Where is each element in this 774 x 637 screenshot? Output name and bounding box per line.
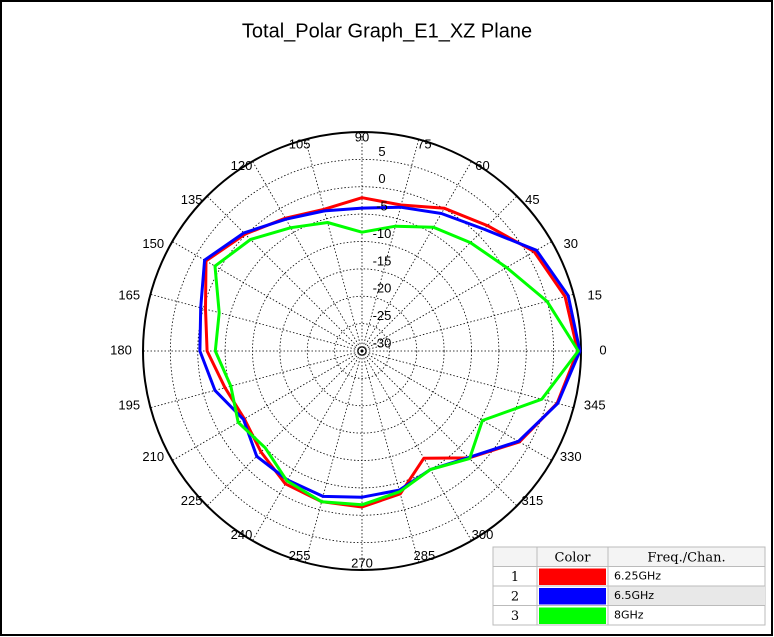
angle-tick-label: 285 — [414, 548, 436, 563]
angle-tick-label: 60 — [475, 158, 489, 173]
angle-tick-label: 210 — [142, 449, 164, 464]
angle-tick-label: 105 — [289, 137, 311, 152]
grid-spoke — [206, 350, 363, 507]
legend-swatch — [539, 588, 606, 605]
grid-spoke — [361, 350, 420, 563]
legend-swatch — [539, 607, 606, 624]
grid-spoke — [361, 161, 472, 352]
series-line — [213, 221, 580, 507]
angle-tick-label: 135 — [181, 192, 203, 207]
angle-tick-label: 90 — [355, 129, 369, 144]
grid-spoke — [150, 293, 363, 352]
legend-swatch — [539, 568, 606, 585]
radial-tick-label: 0 — [378, 171, 385, 186]
angle-tick-label: 300 — [472, 527, 494, 542]
grid-spoke — [304, 139, 363, 352]
legend-index: 1 — [511, 570, 519, 585]
grid-circle — [279, 268, 445, 434]
legend-row-bg — [608, 586, 765, 606]
radial-tick-label: -30 — [373, 335, 392, 350]
grid-spoke — [252, 161, 363, 352]
radial-tick-label: -20 — [373, 281, 392, 296]
grid-spoke — [361, 293, 574, 352]
angle-tick-label: 75 — [417, 137, 431, 152]
angle-tick-label: 270 — [351, 555, 373, 570]
radial-tick-label: -25 — [373, 308, 392, 323]
angle-tick-label: 255 — [289, 548, 311, 563]
legend-label: 8GHz — [614, 608, 644, 621]
legend-header: Freq./Chan. — [647, 550, 725, 565]
angle-tick-label: 195 — [118, 398, 140, 413]
center-ring — [357, 346, 367, 356]
radial-tick-label: -5 — [376, 199, 388, 214]
angle-tick-label: 120 — [231, 158, 253, 173]
angle-tick-label: 345 — [584, 398, 606, 413]
grid-spoke — [361, 139, 420, 352]
series-line — [204, 196, 580, 509]
angle-tick-label: 315 — [522, 493, 544, 508]
radial-tick-label: 5 — [378, 144, 385, 159]
grid-spoke — [361, 195, 518, 352]
grid-spoke — [150, 350, 363, 409]
legend-index: 2 — [511, 589, 519, 604]
grid-spoke — [172, 350, 363, 461]
angle-tick-label: 165 — [118, 287, 140, 302]
grid-spoke — [252, 350, 363, 541]
grid-spoke — [206, 195, 363, 352]
grid-spoke — [304, 350, 363, 563]
radial-tick-label: -10 — [373, 226, 392, 241]
angle-tick-label: 45 — [525, 192, 539, 207]
angle-tick-label: 180 — [110, 342, 132, 357]
chart-title: Total_Polar Graph_E1_XZ Plane — [242, 20, 532, 42]
legend-label: 6.5GHz — [614, 589, 654, 602]
angle-tick-label: 150 — [142, 236, 164, 251]
grid-spoke — [361, 350, 518, 507]
grid-spoke — [361, 350, 574, 409]
grid-circle — [197, 186, 527, 516]
legend-label: 6.25GHz — [614, 569, 661, 582]
angle-tick-label: 0 — [599, 342, 606, 357]
grid-spoke — [361, 350, 472, 541]
angle-tick-label: 225 — [181, 493, 203, 508]
legend-header: Color — [555, 550, 592, 565]
grid-circle — [169, 158, 555, 544]
angle-tick-label: 330 — [560, 449, 582, 464]
angle-tick-label: 30 — [563, 236, 577, 251]
angle-tick-label: 15 — [588, 287, 602, 302]
grid-spoke — [361, 241, 552, 352]
grid-circle — [306, 295, 418, 407]
legend-index: 3 — [511, 609, 519, 624]
angle-tick-label: 240 — [231, 527, 253, 542]
radial-tick-label: -15 — [373, 253, 392, 268]
grid-circle — [334, 323, 390, 379]
